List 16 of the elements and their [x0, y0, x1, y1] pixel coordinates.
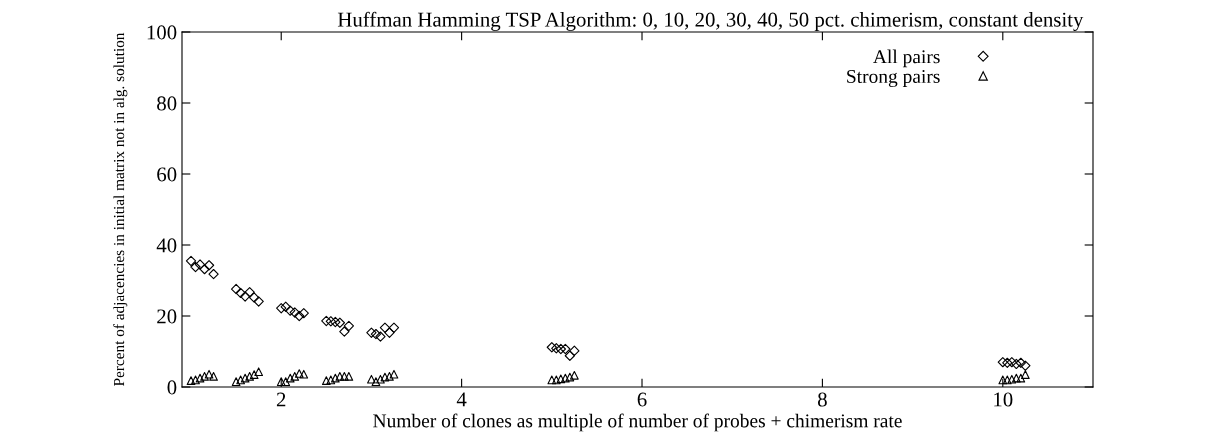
y-tick-label: 20	[157, 309, 177, 324]
x-axis-title: Number of clones as multiple of number of probes + chimerism rate	[373, 413, 902, 432]
y-tick-label: 60	[157, 167, 177, 182]
x-tick-label: 6	[637, 392, 647, 407]
legend-label: All pairs	[873, 49, 940, 68]
y-tick-label: 40	[156, 238, 177, 253]
x-tick-label: 2	[276, 392, 286, 407]
x-tick-label: 10	[994, 392, 1013, 407]
legend-label: Strong pairs	[847, 69, 940, 87]
x-tick-label: 4	[456, 392, 467, 407]
y-tick-label: 80	[157, 96, 177, 111]
y-axis-title: Percent of adjacencies in initial matrix not in alg. solution	[113, 32, 128, 386]
chart-title: Huffman Hamming TSP Algorithm: 0, 10, 20, 30, 40, 50 pct. chimerism, constant density	[337, 11, 1084, 31]
y-tick-label: 100	[147, 25, 177, 40]
x-tick-label: 8	[817, 392, 827, 407]
y-tick-label: 0	[167, 380, 177, 395]
